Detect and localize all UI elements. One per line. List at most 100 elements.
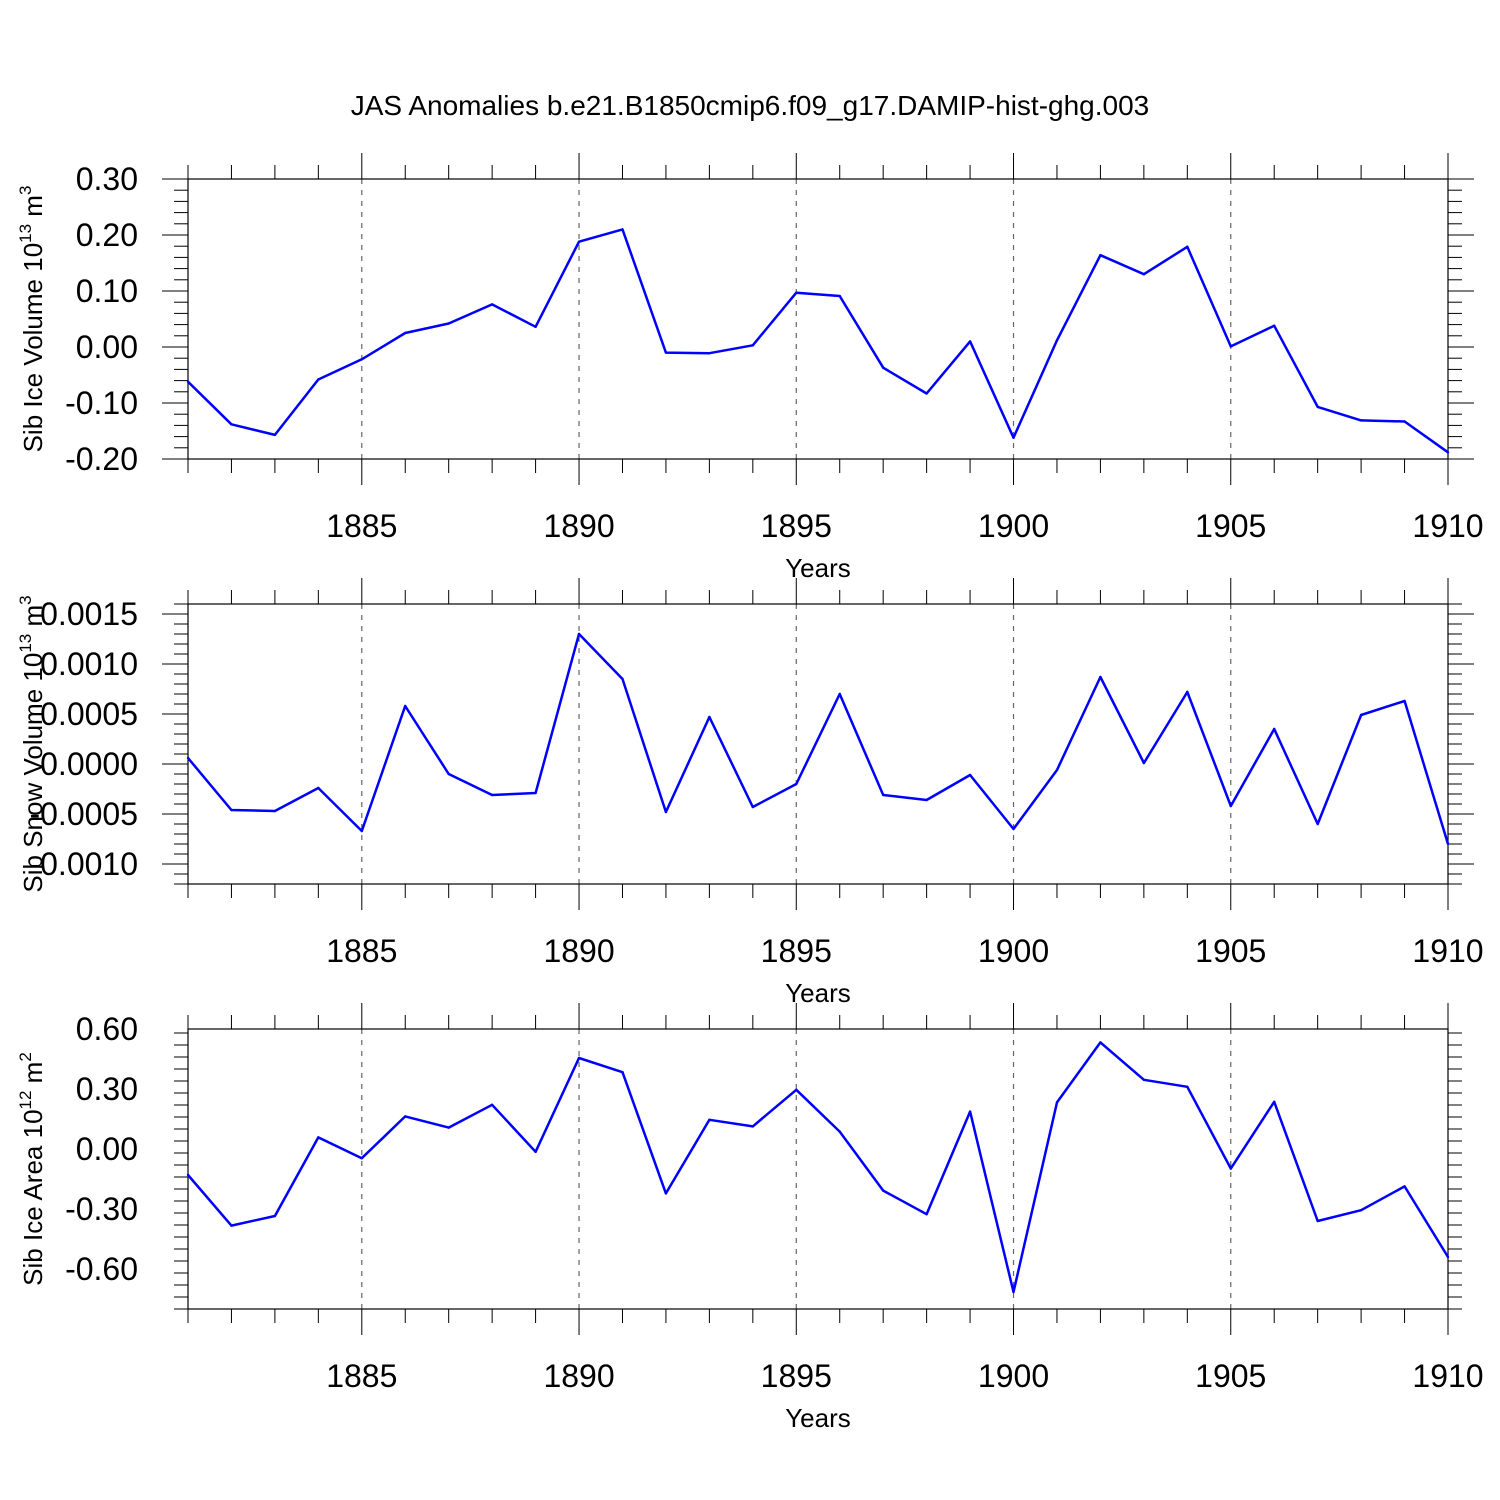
data-point bbox=[1012, 1290, 1015, 1294]
x-tick-label: 1885 bbox=[326, 1358, 397, 1394]
y-tick-label: 0.20 bbox=[76, 217, 138, 253]
data-point bbox=[1055, 1101, 1059, 1104]
panel-2: 1885 1890 1895 1900 1905 1910 -0.0010 -0.0005 0.… bbox=[16, 578, 1484, 1008]
data-point bbox=[664, 810, 668, 814]
x-tick-label: 1890 bbox=[543, 933, 614, 969]
data-point bbox=[1186, 690, 1189, 694]
data-point bbox=[186, 1173, 190, 1177]
data-point bbox=[404, 704, 407, 708]
series-line bbox=[187, 228, 1449, 454]
y-tick-label: -0.0005 bbox=[29, 796, 138, 832]
x-tick-label: 1895 bbox=[761, 933, 832, 969]
data-point bbox=[968, 1110, 972, 1113]
data-point bbox=[1229, 345, 1232, 348]
data-point bbox=[1316, 405, 1319, 409]
data-point bbox=[230, 808, 233, 812]
data-point bbox=[925, 798, 928, 802]
data-point bbox=[490, 793, 494, 797]
data-point bbox=[534, 1150, 537, 1154]
data-point bbox=[1186, 1085, 1189, 1089]
data-point bbox=[490, 303, 494, 306]
data-point bbox=[621, 677, 624, 681]
y-axis-label: Sib Ice Volume 1013 m3 bbox=[16, 186, 48, 453]
data-point bbox=[1229, 804, 1232, 808]
data-point bbox=[708, 1118, 711, 1122]
data-point bbox=[273, 433, 277, 437]
data-point bbox=[490, 1103, 494, 1107]
data-point bbox=[1446, 451, 1450, 454]
data-point bbox=[881, 1189, 885, 1192]
y-tick-label: 0.30 bbox=[76, 1071, 138, 1107]
data-point bbox=[186, 380, 190, 383]
data-point bbox=[1273, 727, 1276, 731]
data-point bbox=[1099, 1041, 1102, 1044]
data-point bbox=[447, 772, 450, 776]
x-tick-label: 1910 bbox=[1412, 933, 1483, 969]
x-axis-label: Years bbox=[785, 1403, 851, 1433]
data-point bbox=[577, 240, 581, 243]
data-point bbox=[1142, 761, 1146, 765]
data-point bbox=[1403, 699, 1406, 703]
data-point bbox=[1273, 324, 1276, 327]
data-point bbox=[360, 1157, 363, 1160]
x-tick-label: 1900 bbox=[978, 508, 1049, 544]
data-point bbox=[1446, 1255, 1450, 1259]
y-axis-label: Sib Ice Area 1012 m2 bbox=[16, 1052, 48, 1286]
y-tick-label: -0.0010 bbox=[29, 846, 138, 882]
data-point bbox=[1403, 1185, 1406, 1188]
panel-1: 1885 1890 1895 1900 1905 1910 -0.20 -0.10 0.00 0.… bbox=[16, 153, 1484, 583]
plot-frame bbox=[187, 603, 1449, 885]
x-tick-label: 1905 bbox=[1195, 508, 1266, 544]
data-point bbox=[838, 294, 841, 298]
data-point bbox=[1142, 1078, 1146, 1082]
x-tick-label: 1900 bbox=[978, 1358, 1049, 1394]
data-point bbox=[1055, 768, 1059, 772]
data-point bbox=[751, 805, 755, 809]
data-point bbox=[795, 782, 798, 786]
data-point bbox=[1055, 339, 1059, 342]
y-tick-label: 0.10 bbox=[76, 273, 138, 309]
x-tick-label: 1885 bbox=[326, 933, 397, 969]
y-tick-label: -0.60 bbox=[65, 1251, 138, 1287]
data-point bbox=[1316, 822, 1319, 826]
data-point bbox=[751, 1125, 755, 1128]
data-point bbox=[230, 423, 233, 426]
x-axis-label: Years bbox=[785, 978, 851, 1008]
x-tick-label: 1905 bbox=[1195, 1358, 1266, 1394]
series-line bbox=[187, 1041, 1450, 1294]
data-point bbox=[1229, 1167, 1232, 1170]
data-point bbox=[968, 340, 972, 343]
y-axis-label: Sib Snow Volume 1013 m3 bbox=[16, 595, 48, 892]
data-point bbox=[1403, 420, 1406, 423]
data-point bbox=[881, 366, 885, 369]
data-point bbox=[186, 756, 190, 760]
data-point bbox=[317, 1136, 320, 1139]
x-axis-label: Years bbox=[785, 553, 851, 583]
data-point bbox=[447, 1126, 450, 1129]
y-tick-label: 0.00 bbox=[76, 329, 138, 365]
data-point bbox=[664, 1192, 668, 1195]
y-tick-label: 0.00 bbox=[76, 1131, 138, 1167]
y-tick-label: -0.20 bbox=[65, 441, 138, 477]
data-point bbox=[838, 1130, 841, 1133]
data-point bbox=[621, 228, 624, 231]
data-point bbox=[1012, 436, 1015, 439]
y-tick-label: 0.60 bbox=[76, 1011, 138, 1047]
chart-title: JAS Anomalies b.e21.B1850cmip6.f09_g17.D… bbox=[351, 90, 1149, 121]
data-point bbox=[1446, 842, 1450, 846]
data-point bbox=[317, 786, 320, 790]
data-point bbox=[273, 809, 277, 813]
y-tick-label: 0.0015 bbox=[40, 596, 138, 632]
data-point bbox=[1099, 675, 1102, 679]
data-point bbox=[577, 632, 581, 636]
y-tick-label: 0.0010 bbox=[40, 646, 138, 682]
data-point bbox=[795, 1088, 798, 1092]
data-point bbox=[664, 351, 668, 354]
data-point bbox=[534, 791, 537, 795]
data-point bbox=[404, 331, 407, 335]
plot-frame bbox=[187, 178, 1449, 460]
data-point bbox=[1273, 1100, 1276, 1104]
data-point bbox=[317, 378, 320, 381]
